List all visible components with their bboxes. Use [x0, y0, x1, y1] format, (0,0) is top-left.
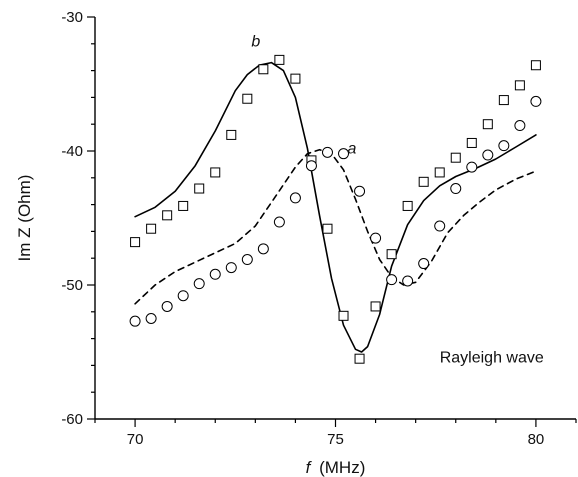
circle-point: [273, 216, 285, 228]
circle-point: [225, 262, 237, 274]
circle-point: [386, 274, 398, 286]
circle-point: [209, 268, 221, 280]
square-point: [354, 353, 365, 364]
circle-point: [450, 183, 462, 195]
curve-label-a: a: [348, 141, 357, 158]
circle-point: [370, 232, 382, 244]
curve-a-line: [134, 148, 537, 305]
circle-point: [257, 243, 269, 255]
circle-point: [129, 315, 141, 327]
square-point: [402, 200, 413, 211]
circle-point: [434, 220, 446, 232]
square-point: [466, 137, 477, 148]
x-axis-label: f (MHz): [306, 458, 366, 477]
y-tick-label: -40: [61, 143, 83, 160]
square-point: [370, 301, 381, 312]
wave-type-annotation: Rayleigh wave: [440, 350, 544, 367]
x-axis-variable: f: [306, 458, 313, 477]
square-point: [530, 60, 541, 71]
square-point: [130, 237, 141, 248]
circle-point: [466, 161, 478, 173]
square-point: [162, 210, 173, 221]
circle-point: [402, 275, 414, 287]
square-point: [386, 249, 397, 260]
curve-b-line: [134, 61, 537, 353]
circle-point: [418, 258, 430, 270]
series-layer: [129, 54, 542, 364]
circle-point: [530, 95, 542, 107]
circle-point: [338, 148, 350, 160]
square-point: [242, 93, 253, 104]
circle-point: [482, 149, 494, 161]
square-point: [450, 152, 461, 163]
square-point: [482, 119, 493, 130]
annotations: b a Rayleigh wave: [251, 33, 544, 366]
y-tick-label: -30: [61, 9, 83, 26]
square-point: [498, 95, 509, 106]
square-point: [514, 80, 525, 91]
y-axis-label: Im Z (Ohm): [15, 175, 34, 262]
square-point: [290, 73, 301, 84]
y-tick-label: -60: [61, 411, 83, 428]
y-tick-label: -50: [61, 277, 83, 294]
circle-point: [321, 146, 333, 158]
x-tick-label: 70: [127, 431, 144, 448]
tick-labels: -60 -50 -40 -30 70 75 80: [61, 9, 544, 448]
circle-point: [241, 254, 253, 266]
square-point: [194, 183, 205, 194]
square-point: [434, 167, 445, 178]
square-point: [274, 54, 285, 65]
square-point: [178, 200, 189, 211]
x-tick-label: 80: [528, 431, 545, 448]
square-point: [210, 167, 221, 178]
circle-point: [289, 192, 301, 204]
circle-point: [145, 313, 157, 324]
square-point: [418, 176, 429, 187]
circle-point: [498, 140, 510, 152]
square-point: [146, 223, 157, 234]
circle-point: [177, 290, 189, 302]
x-tick-label: 75: [327, 431, 344, 448]
circle-point: [354, 185, 366, 197]
x-axis-unit: (MHz): [319, 458, 365, 477]
circle-point: [193, 278, 205, 290]
square-point: [226, 129, 237, 140]
axis-labels: Im Z (Ohm) f (MHz): [15, 175, 365, 477]
circle-point: [514, 120, 526, 132]
circle-point: [305, 160, 317, 172]
curve-label-b: b: [251, 33, 260, 50]
circle-point: [161, 300, 173, 312]
square-point: [322, 223, 333, 234]
square-point: [258, 64, 269, 75]
axis-ticks: [87, 16, 577, 427]
square-point: [338, 310, 349, 321]
